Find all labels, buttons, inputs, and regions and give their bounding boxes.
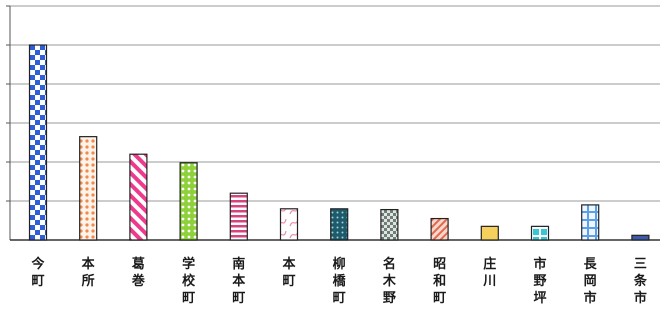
category-label: 南本町 — [232, 257, 246, 306]
bar-1 — [28, 44, 48, 241]
bar-8 — [380, 208, 399, 241]
bar-11 — [530, 225, 550, 241]
category-label: 三条市 — [633, 257, 647, 306]
bar-13 — [631, 234, 650, 241]
category-label: 今町 — [31, 257, 45, 289]
category-label: 市野坪 — [533, 257, 547, 306]
bar-12 — [581, 204, 600, 241]
bar-7 — [330, 208, 349, 241]
bar-3 — [129, 153, 148, 241]
bar-2 — [79, 136, 98, 241]
bar-9 — [430, 217, 449, 241]
category-label: 名木野 — [382, 257, 396, 306]
category-label: 長岡市 — [583, 257, 597, 306]
category-label: 葛巻 — [131, 257, 145, 289]
category-label: 柳橋町 — [332, 257, 346, 306]
category-label: 本所 — [81, 257, 95, 289]
bar-4 — [179, 162, 198, 241]
bar-10 — [480, 225, 499, 241]
gridlines — [6, 5, 660, 202]
category-label: 庄川 — [483, 257, 497, 289]
category-label: 学校町 — [182, 257, 196, 306]
bars — [28, 44, 650, 241]
category-label: 本町 — [282, 257, 296, 289]
bar-6 — [279, 208, 299, 241]
bar-5 — [229, 192, 248, 241]
category-label: 昭和町 — [433, 257, 447, 306]
